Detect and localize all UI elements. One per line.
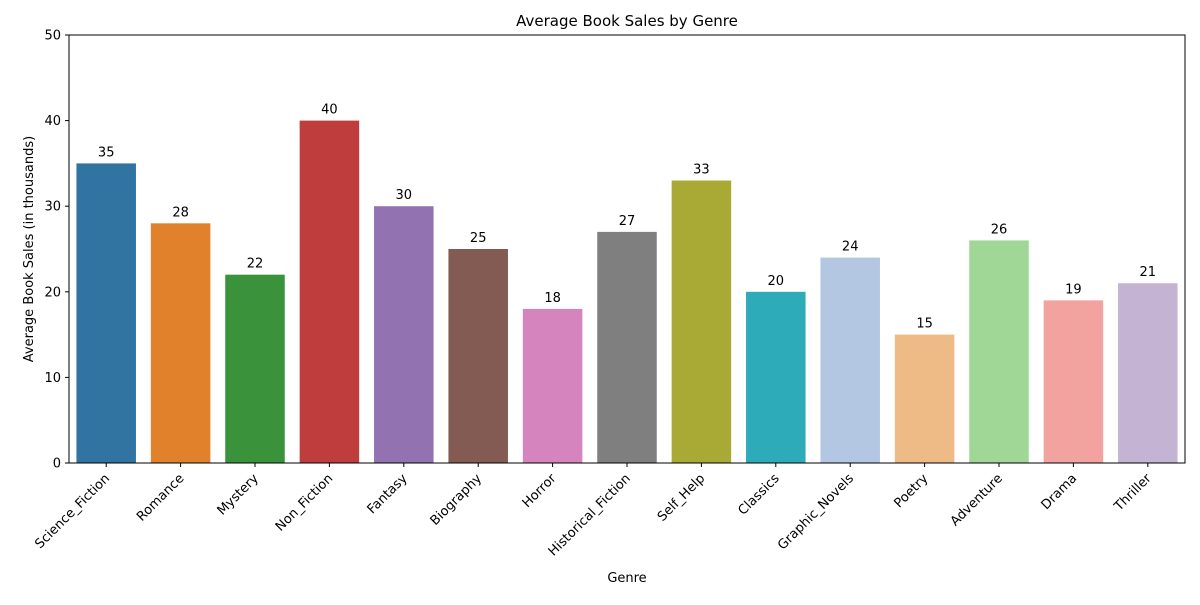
bar-biography (448, 249, 508, 463)
x-tick-label: Drama (1039, 471, 1081, 513)
x-tick-label: Graphic_Novels (775, 471, 857, 553)
data-label: 40 (321, 103, 338, 118)
data-label: 15 (916, 317, 933, 332)
bar-adventure (969, 240, 1029, 463)
x-tick-label: Biography (428, 471, 486, 529)
x-tick-label: Self_Help (655, 471, 708, 524)
data-label: 26 (991, 222, 1008, 237)
data-label: 33 (693, 163, 710, 178)
plot-frame (68, 34, 1186, 464)
bar-mystery (225, 274, 285, 463)
data-label: 18 (544, 291, 561, 306)
x-tick-label: Historical_Fiction (546, 471, 634, 559)
bar-science-fiction (76, 163, 136, 463)
x-tick-label: Mystery (215, 471, 262, 518)
x-tick-label: Non_Fiction (273, 471, 336, 534)
x-tick-label: Adventure (948, 471, 1006, 529)
x-tick-label: Romance (134, 471, 187, 524)
data-label: 22 (247, 257, 264, 272)
x-tick-label: Science_Fiction (32, 471, 113, 552)
data-label: 20 (768, 274, 785, 289)
data-label: 30 (396, 188, 413, 203)
y-tick-label: 40 (44, 114, 61, 129)
bar-classics (746, 291, 806, 463)
y-axis-label: Average Book Sales (in thousands) (22, 136, 37, 362)
bar-self-help (671, 180, 732, 463)
x-tick-label: Horror (520, 471, 560, 511)
data-label: 27 (619, 214, 636, 229)
x-tick-label: Fantasy (365, 471, 411, 517)
data-label: 25 (470, 231, 487, 246)
x-tick-label: Poetry (891, 471, 931, 511)
bar-horror (522, 308, 583, 463)
bar-drama (1043, 300, 1104, 463)
data-labels-group: 35 28 22 40 30 25 18 27 33 20 24 15 26 19 21 (98, 103, 1156, 332)
x-axis-label: Genre (607, 571, 646, 586)
bar-historical-fiction (597, 231, 657, 463)
y-tick-label: 20 (44, 285, 61, 300)
x-tick-label: Thriller (1111, 471, 1155, 515)
bar-non-fiction (299, 120, 360, 463)
data-label: 35 (98, 145, 115, 160)
chart-title: Average Book Sales by Genre (516, 12, 738, 30)
bars-group (76, 120, 1178, 463)
y-axis-ticks: 0 10 20 30 40 50 (44, 29, 69, 472)
bar-thriller (1118, 283, 1178, 463)
bar-romance (150, 223, 211, 463)
y-tick-label: 30 (44, 200, 61, 215)
y-tick-label: 10 (44, 371, 61, 386)
data-label: 21 (1140, 265, 1157, 280)
bar-graphic-novels (820, 257, 880, 463)
bar-fantasy (374, 206, 434, 463)
data-label: 28 (172, 205, 189, 220)
x-tick-label: Classics (735, 471, 782, 518)
data-label: 19 (1065, 282, 1082, 297)
bar-poetry (894, 334, 955, 463)
y-tick-label: 50 (44, 29, 61, 44)
y-tick-label: 0 (53, 457, 61, 472)
data-label: 24 (842, 240, 859, 255)
x-axis-ticks: Science_Fiction Romance Mystery Non_Fiction… (32, 463, 1155, 559)
